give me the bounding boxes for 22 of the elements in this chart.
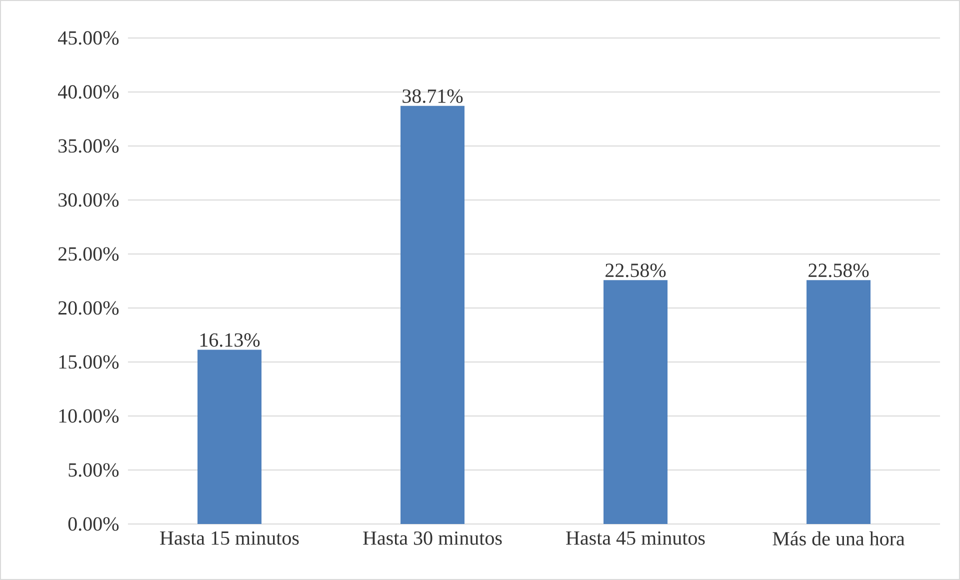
data-label: 22.58% — [808, 264, 869, 278]
bar — [400, 106, 464, 524]
y-tick-label: 10.00% — [59, 409, 119, 423]
bar — [806, 280, 871, 524]
bar — [197, 350, 262, 524]
y-tick-label: 25.00% — [58, 247, 119, 261]
y-tick-label: 15.00% — [59, 355, 119, 369]
y-tick-label: 20.00% — [58, 301, 119, 315]
y-tick-label: 30.00% — [58, 193, 119, 207]
data-label: 16.13% — [200, 333, 260, 347]
bar — [604, 280, 668, 524]
y-tick-label: 5.00% — [68, 463, 119, 477]
data-label: 38.71% — [402, 89, 463, 103]
x-tick-label: Más de una hora — [772, 531, 905, 546]
y-tick-label: 40.00% — [58, 85, 119, 99]
x-tick-label: Hasta 30 minutos — [363, 531, 502, 545]
x-tick-label: Hasta 15 minutos — [160, 531, 299, 545]
x-tick-label: Hasta 45 minutos — [566, 531, 705, 545]
y-tick-label: 45.00% — [58, 31, 119, 45]
data-label: 22.58% — [606, 264, 666, 278]
y-tick-label: 35.00% — [58, 139, 119, 153]
y-tick-label: 0.00% — [68, 517, 119, 531]
